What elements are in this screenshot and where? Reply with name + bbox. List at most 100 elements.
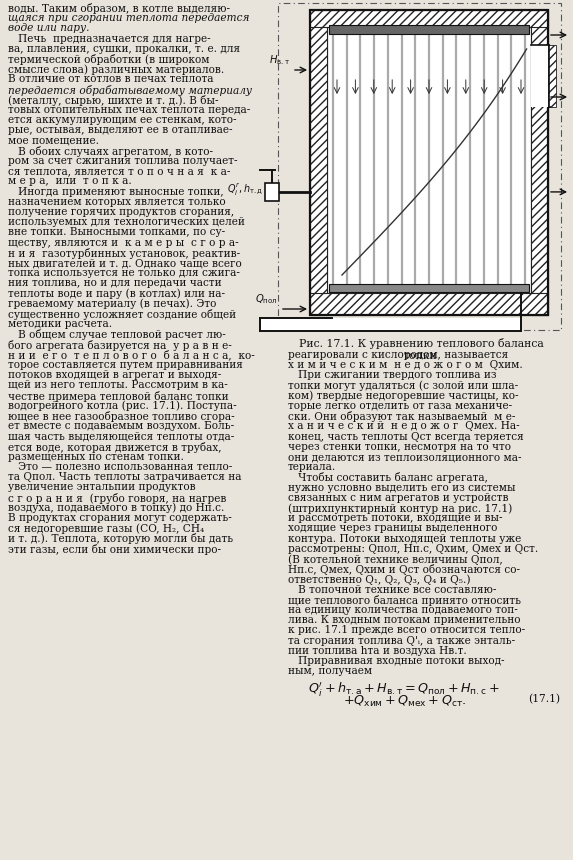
Text: термической обработки (в широком: термической обработки (в широком [8, 54, 210, 65]
Text: ным, получаем: ным, получаем [288, 666, 372, 676]
Bar [327, 27, 531, 293]
Text: на единицу количества подаваемого топ-: на единицу количества подаваемого топ- [288, 605, 518, 615]
Bar [310, 10, 548, 315]
Text: получение горячих продуктов сгорания,: получение горячих продуктов сгорания, [8, 207, 234, 217]
Bar [548, 45, 556, 107]
Text: х и м и ч е с к и м  н е д о ж о г о м  Qхим.: х и м и ч е с к и м н е д о ж о г о м Qх… [288, 360, 523, 370]
Text: Иногда применяют выносные топки,: Иногда применяют выносные топки, [8, 187, 223, 197]
Text: ет вместе с подаваемым воздухом. Боль-: ет вместе с подаваемым воздухом. Боль- [8, 421, 234, 431]
Text: размещенных по стенам топки.: размещенных по стенам топки. [8, 452, 184, 462]
Text: лива. К входным потокам применительно: лива. К входным потокам применительно [288, 615, 520, 625]
Text: честве примера тепловой баланс топки: честве примера тепловой баланс топки [8, 390, 229, 402]
Text: мое помещение.: мое помещение. [8, 136, 99, 145]
Text: ответственно Q₁, Q₂, Q₃, Q₄ и Q₅.): ответственно Q₁, Q₂, Q₃, Q₄ и Q₅.) [288, 574, 470, 585]
Text: и т. д.). Теплота, которую могли бы дать: и т. д.). Теплота, которую могли бы дать [8, 533, 233, 544]
Text: Рис. 17.1. К уравнению теплового баланса
топки: Рис. 17.1. К уравнению теплового баланса… [299, 338, 543, 360]
Text: н и я  газотурбинных установок, реактив-: н и я газотурбинных установок, реактив- [8, 248, 240, 259]
Text: ется воде, которая движется в трубах,: ется воде, которая движется в трубах, [8, 441, 222, 452]
Text: связанных с ним агрегатов и устройств: связанных с ним агрегатов и устройств [288, 493, 508, 503]
Text: контура. Потоки выходящей теплоты уже: контура. Потоки выходящей теплоты уже [288, 533, 521, 544]
Text: методики расчета.: методики расчета. [8, 319, 112, 329]
Text: Чтобы составить баланс агрегата,: Чтобы составить баланс агрегата, [288, 472, 488, 483]
Text: смысле слова) различных материалов.: смысле слова) различных материалов. [8, 64, 224, 75]
Text: рассмотрены: Qпол, Hп.с, Qхим, Qмех и Qст.: рассмотрены: Qпол, Hп.с, Qхим, Qмех и Qс… [288, 544, 538, 554]
Text: пии топлива hта и воздуха Hв.т.: пии топлива hта и воздуха Hв.т. [288, 646, 467, 656]
Text: ва, плавления, сушки, прокалки, т. е. для: ва, плавления, сушки, прокалки, т. е. дл… [8, 44, 240, 54]
Text: Hп.с, Qмех, Qхим и Qст обозначаются со-: Hп.с, Qмех, Qхим и Qст обозначаются со- [288, 564, 520, 575]
Text: торое составляется путем приравнивания: торое составляется путем приравнивания [8, 360, 243, 370]
Text: Это — полезно использованная тепло-: Это — полезно использованная тепло- [8, 462, 232, 472]
Text: В топочной технике все составляю-: В топочной технике все составляю- [288, 585, 496, 594]
Text: воде или пару.: воде или пару. [8, 23, 89, 34]
Bar [329, 284, 529, 292]
Bar [310, 10, 548, 315]
Text: теплоты воде и пару (в котлах) или на-: теплоты воде и пару (в котлах) или на- [8, 289, 225, 299]
Bar [310, 10, 327, 315]
Text: териала.: териала. [288, 462, 336, 472]
Bar [265, 183, 279, 201]
Text: ком) твердые недогоревшие частицы, ко-: ком) твердые недогоревшие частицы, ко- [288, 390, 519, 402]
Text: ных двигателей и т. д. Однако чаще всего: ных двигателей и т. д. Однако чаще всего [8, 258, 242, 268]
Text: товых отопительных печах теплота переда-: товых отопительных печах теплота переда- [8, 105, 250, 115]
Text: н и и  е г о  т е п л о в о г о  б а л а н с а,  ко-: н и и е г о т е п л о в о г о б а л а н … [8, 350, 255, 360]
Text: ски. Они образуют так называемый  м е-: ски. Они образуют так называемый м е- [288, 411, 515, 422]
Text: шая часть выделяющейся теплоты отда-: шая часть выделяющейся теплоты отда- [8, 432, 234, 441]
Text: нужно условно выделить его из системы: нужно условно выделить его из системы [288, 482, 516, 493]
Text: греваемому материалу (в печах). Это: греваемому материалу (в печах). Это [8, 298, 217, 310]
Bar [278, 3, 561, 330]
Bar [531, 10, 548, 315]
Text: используемых для технологических целей: используемых для технологических целей [8, 218, 245, 227]
Text: увеличение энтальпии продуктов: увеличение энтальпии продуктов [8, 482, 195, 493]
Bar [329, 25, 529, 34]
Text: воздуха, подаваемого в топку) до Hп.с.: воздуха, подаваемого в топку) до Hп.с. [8, 503, 225, 513]
Text: В общем случае тепловой расчет лю-: В общем случае тепловой расчет лю- [8, 329, 226, 341]
Text: $Q_i' + h_{\mathrm{т.а}} + H_{\mathrm{в.т}} = Q_{\mathrm{пол}} + H_{\mathrm{п.с}: $Q_i' + h_{\mathrm{т.а}} + H_{\mathrm{в.… [308, 680, 500, 698]
Text: $H_{\mathrm{п.с}}$: $H_{\mathrm{п.с}}$ [572, 18, 573, 32]
Text: Печь  предназначается для нагре-: Печь предназначается для нагре- [8, 34, 211, 44]
Text: В обоих случаях агрегатом, в кото-: В обоих случаях агрегатом, в кото- [8, 146, 213, 157]
Text: В продуктах сгорания могут содержать-: В продуктах сгорания могут содержать- [8, 513, 231, 523]
Text: Приравнивая входные потоки выход-: Приравнивая входные потоки выход- [288, 656, 504, 666]
Bar [310, 10, 548, 27]
Text: $Q_{\mathrm{ст}}$: $Q_{\mathrm{ст}}$ [572, 175, 573, 189]
Text: топки могут удаляться (с золой или шла-: топки могут удаляться (с золой или шла- [288, 381, 518, 391]
Text: вне топки. Выносными топками, по су-: вне топки. Выносными топками, по су- [8, 227, 225, 237]
Text: (17.1): (17.1) [528, 694, 560, 704]
Text: потоков входящей в агрегат и выходя-: потоков входящей в агрегат и выходя- [8, 370, 221, 380]
Text: бого агрегата базируется на  у р а в н е-: бого агрегата базируется на у р а в н е- [8, 340, 231, 351]
Text: ся недогоревшие газы (CO, H₂, CH₄: ся недогоревшие газы (CO, H₂, CH₄ [8, 523, 204, 534]
Text: м е р а,  или  т о п к а.: м е р а, или т о п к а. [8, 176, 132, 187]
Text: рые, остывая, выделяют ее в отапливае-: рые, остывая, выделяют ее в отапливае- [8, 126, 233, 135]
Text: к рис. 17.1 прежде всего относится тепло-: к рис. 17.1 прежде всего относится тепло… [288, 625, 525, 636]
Text: В отличие от котлов в печах теплота: В отличие от котлов в печах теплота [8, 75, 214, 84]
Text: $Q_{\mathrm{пол}}$: $Q_{\mathrm{пол}}$ [256, 292, 278, 306]
Bar [310, 293, 548, 315]
Text: (штрихпунктирный контур на рис. 17.1): (штрихпунктирный контур на рис. 17.1) [288, 503, 512, 513]
Text: та Qпол. Часть теплоты затрачивается на: та Qпол. Часть теплоты затрачивается на [8, 472, 241, 482]
Text: $H_{\mathrm{в.т}}$: $H_{\mathrm{в.т}}$ [269, 53, 290, 67]
Text: существенно усложняет создание общей: существенно усложняет создание общей [8, 309, 236, 320]
Text: щие теплового баланса принято относить: щие теплового баланса принято относить [288, 595, 521, 605]
Text: ющее в нее газообразное топливо сгора-: ющее в нее газообразное топливо сгора- [8, 411, 234, 422]
Text: через стенки топки, несмотря на то что: через стенки топки, несмотря на то что [288, 442, 511, 452]
Text: ся теплота, является т о п о ч н а я  к а-: ся теплота, является т о п о ч н а я к а… [8, 166, 230, 176]
Text: щей из него теплоты. Рассмотрим в ка-: щей из него теплоты. Рассмотрим в ка- [8, 380, 227, 390]
Text: конец, часть теплоты Qст всегда теряется: конец, часть теплоты Qст всегда теряется [288, 432, 524, 441]
Text: (металлу, сырью, шихте и т. д.). В бы-: (металлу, сырью, шихте и т. д.). В бы- [8, 95, 218, 106]
Text: ходящие через границы выделенного: ходящие через границы выделенного [288, 524, 497, 533]
Text: торые легко отделить от газа механиче-: торые легко отделить от газа механиче- [288, 401, 512, 411]
Text: щаяся при сгорании теплота передается: щаяся при сгорании теплота передается [8, 13, 249, 23]
Text: водогрейного котла (рис. 17.1). Поступа-: водогрейного котла (рис. 17.1). Поступа- [8, 401, 237, 411]
Text: ется аккумулирующим ее стенкам, кото-: ется аккумулирующим ее стенкам, кото- [8, 115, 237, 126]
Bar [260, 318, 521, 331]
Text: передается обрабатываемому материалу: передается обрабатываемому материалу [8, 84, 252, 95]
Text: х а н и ч е с к и й  н е д о ж о г  Qмех. На-: х а н и ч е с к и й н е д о ж о г Qмех. … [288, 421, 520, 432]
Text: $Q_{\mathrm{хим}}$: $Q_{\mathrm{хим}}$ [572, 80, 573, 94]
Text: ния топлива, но и для передачи части: ния топлива, но и для передачи части [8, 279, 222, 288]
Text: топка используется не только для сжига-: топка используется не только для сжига- [8, 268, 240, 278]
Text: (В котельной технике величины Qпол,: (В котельной технике величины Qпол, [288, 554, 503, 564]
Text: эти газы, если бы они химически про-: эти газы, если бы они химически про- [8, 544, 221, 555]
Text: воды. Таким образом, в котле выделяю-: воды. Таким образом, в котле выделяю- [8, 3, 230, 14]
Text: ром за счет сжигания топлива получает-: ром за счет сжигания топлива получает- [8, 156, 237, 166]
Text: назначением которых является только: назначением которых является только [8, 197, 226, 206]
